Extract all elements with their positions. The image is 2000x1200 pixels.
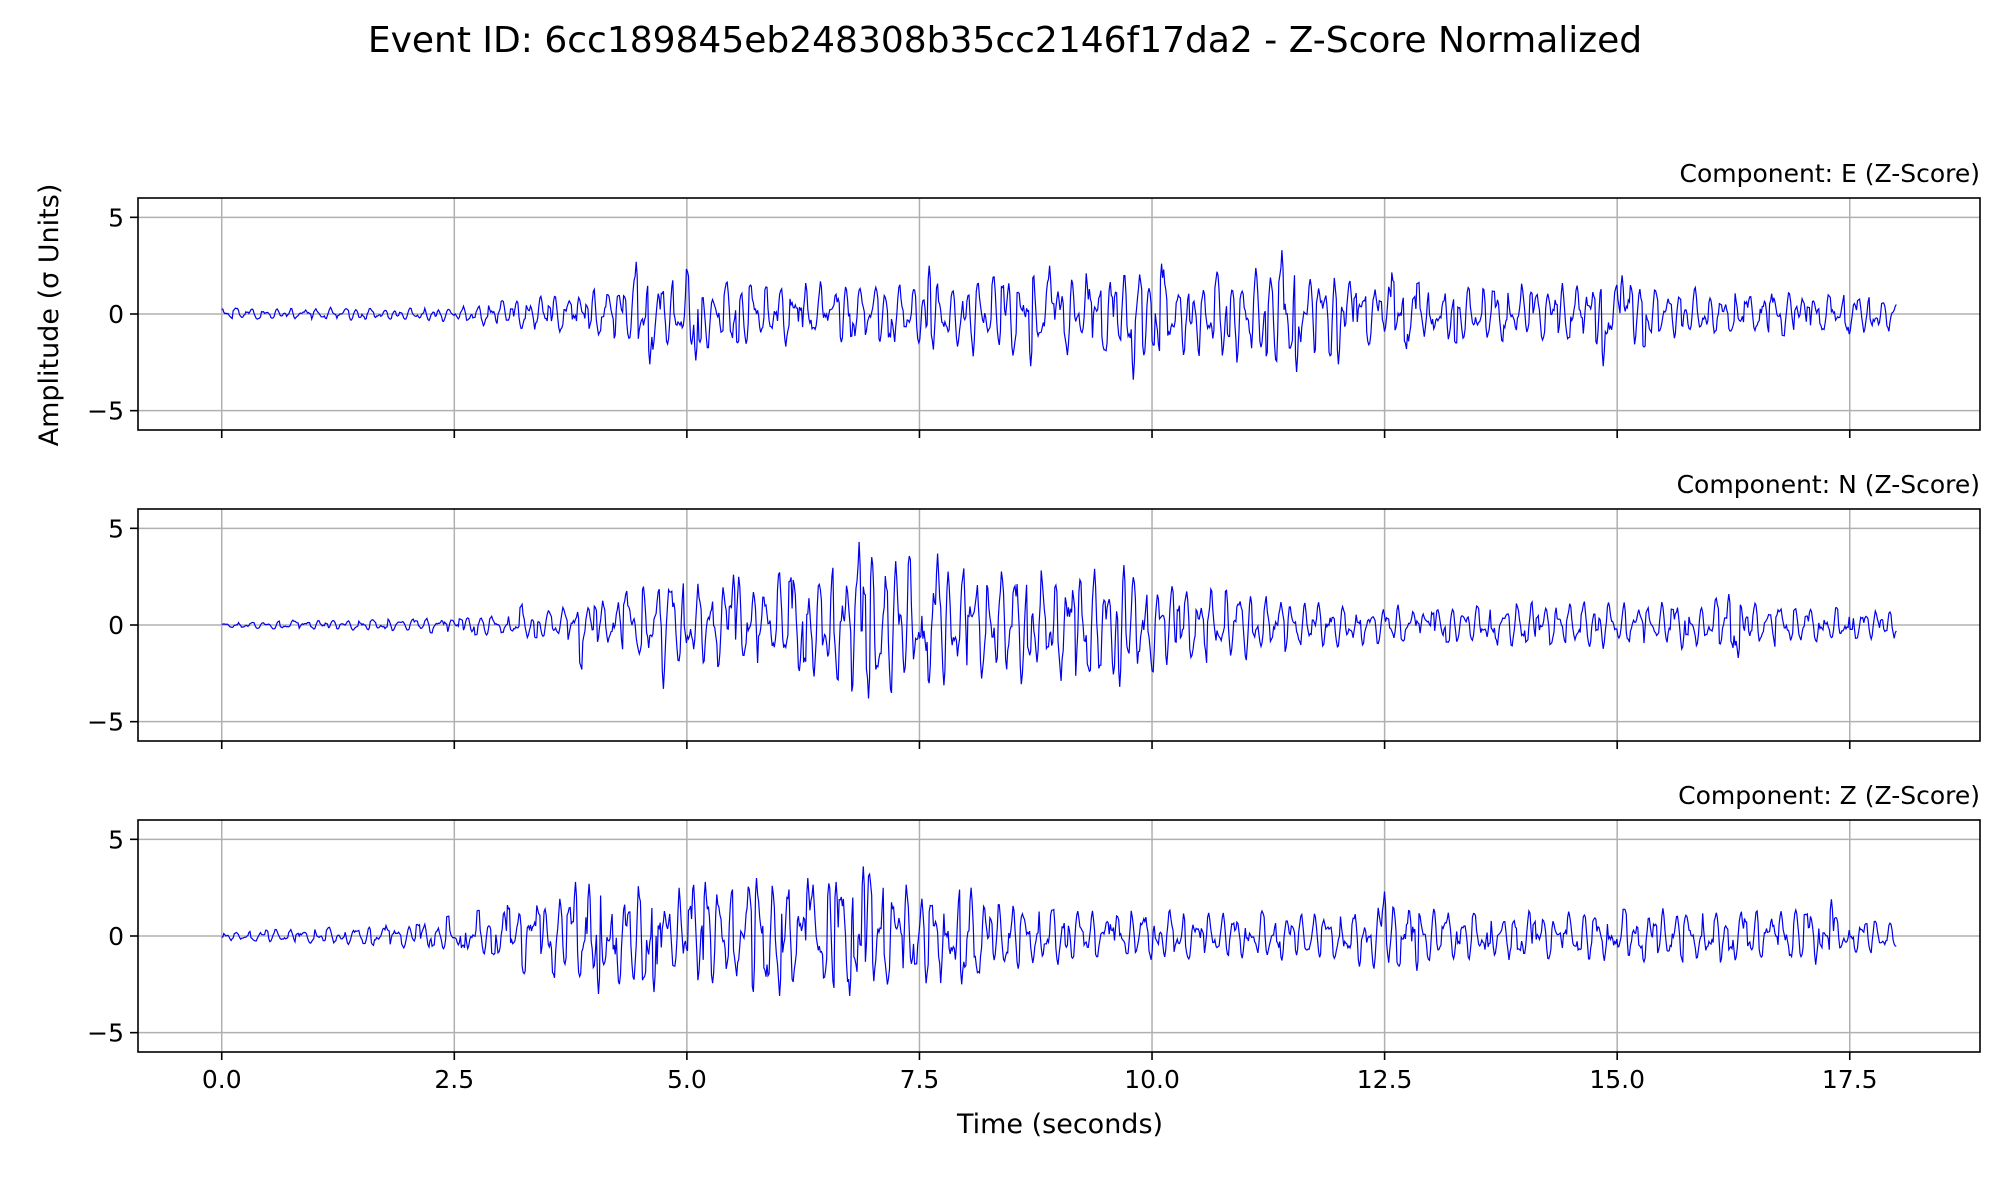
y-axis-label: Amplitude (σ Units) bbox=[34, 184, 65, 447]
y-tick-label: −5 bbox=[87, 1019, 124, 1048]
y-tick-label: 5 bbox=[108, 825, 124, 854]
x-tick-label: 17.5 bbox=[1822, 1065, 1878, 1094]
x-tick-label: 12.5 bbox=[1357, 1065, 1413, 1094]
panel-n: −5 0 5 Component: N (Z-Score) bbox=[87, 470, 1981, 749]
x-axis-label: Time (seconds) bbox=[956, 1109, 1163, 1140]
x-tick-label: 10.0 bbox=[1124, 1065, 1180, 1094]
y-tick-label: −5 bbox=[87, 708, 124, 737]
trace-n bbox=[221, 541, 1897, 699]
y-tick-label: −5 bbox=[87, 397, 124, 426]
x-tick-label: 15.0 bbox=[1589, 1065, 1645, 1094]
panel-title-z: Component: Z (Z-Score) bbox=[1678, 781, 1980, 810]
trace-z bbox=[221, 866, 1897, 996]
trace-e bbox=[221, 250, 1897, 380]
x-tick-label: 0.0 bbox=[202, 1065, 242, 1094]
y-tick-label: 5 bbox=[108, 514, 124, 543]
y-tick-label: 0 bbox=[108, 611, 124, 640]
panel-z: −5 0 5 0.0 2.5 5.0 7.5 10.0 12.5 15.0 17.5 Componen… bbox=[87, 781, 1981, 1094]
y-tick-label: 0 bbox=[108, 300, 124, 329]
x-tick-label: 5.0 bbox=[667, 1065, 707, 1094]
y-tick-label: 0 bbox=[108, 922, 124, 951]
y-tick-label: 5 bbox=[108, 203, 124, 232]
panels: −5 0 5 Component: E (Z-Score) −5 0 5 Component:… bbox=[87, 159, 1981, 1094]
figure-title: Event ID: 6cc189845eb248308b35cc2146f17d… bbox=[368, 20, 1642, 61]
panel-title-e: Component: E (Z-Score) bbox=[1680, 159, 1981, 188]
panel-title-n: Component: N (Z-Score) bbox=[1677, 470, 1980, 499]
x-tick-label: 2.5 bbox=[434, 1065, 474, 1094]
panel-e: −5 0 5 Component: E (Z-Score) bbox=[87, 159, 1981, 438]
x-tick-label: 7.5 bbox=[900, 1065, 940, 1094]
